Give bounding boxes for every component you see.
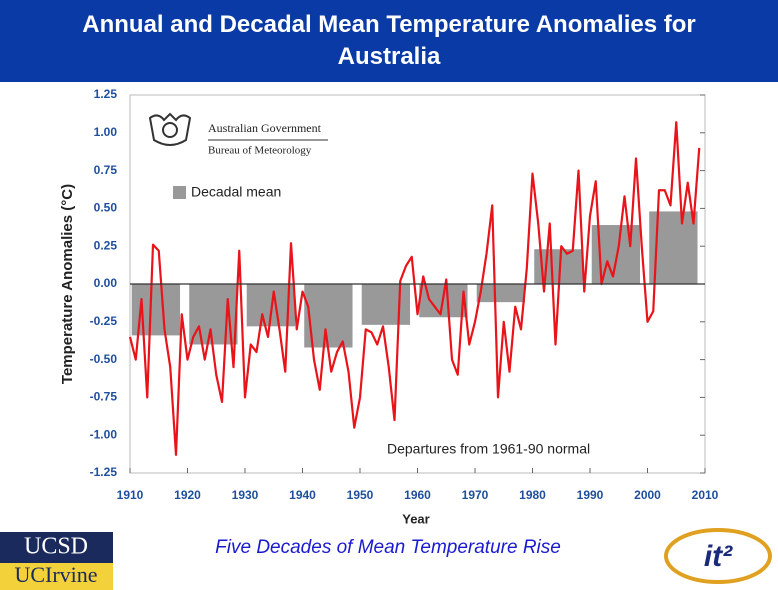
- x-tick-label: 2010: [692, 488, 719, 502]
- logo-text: it²: [704, 540, 733, 573]
- annotation: Departures from 1961-90 normal: [387, 441, 590, 457]
- x-tick-label: 1970: [462, 488, 489, 502]
- logo-text: Australian Government: [208, 121, 322, 135]
- y-tick-label: 0.25: [94, 238, 118, 252]
- header: Annual and Decadal Mean Temperature Anom…: [0, 0, 778, 82]
- y-tick-label: 0.50: [94, 201, 118, 215]
- logo-text: UCSD: [24, 534, 88, 560]
- x-tick-label: 2000: [634, 488, 661, 502]
- y-tick-label: 0.00: [94, 276, 118, 290]
- y-axis-label: Temperature Anomalies (°C): [59, 184, 76, 384]
- annual-line: [128, 121, 701, 456]
- y-tick-label: -0.25: [90, 314, 118, 328]
- x-tick-label: 1950: [347, 488, 374, 502]
- x-tick-label: 1940: [289, 488, 316, 502]
- y-tick-label: -0.50: [90, 352, 118, 366]
- logo-text: UCIrvine: [14, 562, 97, 587]
- decadal-bar: [476, 284, 526, 303]
- slide-title: Annual and Decadal Mean Temperature Anom…: [82, 11, 696, 70]
- uci-logo: [0, 563, 113, 590]
- y-tick-label: -1.00: [90, 427, 118, 441]
- legend-swatch: [173, 186, 186, 199]
- it2-logo: [664, 528, 772, 584]
- crest-logo: [148, 112, 328, 146]
- decadal-bar: [361, 284, 411, 325]
- y-tick-label: -0.75: [90, 390, 118, 404]
- y-tick-label: -1.25: [90, 465, 118, 479]
- logo-text: Bureau of Meteorology: [208, 145, 312, 157]
- y-tick-label: 1.25: [94, 87, 118, 101]
- x-tick-label: 1930: [232, 488, 259, 502]
- y-tick-label: 1.00: [94, 125, 118, 139]
- x-tick-label: 1960: [404, 488, 431, 502]
- x-axis-label: Year: [402, 511, 429, 526]
- y-tick-label: 0.75: [94, 163, 118, 177]
- legend-label: Decadal mean: [191, 184, 281, 200]
- ucsd-logo: [0, 532, 113, 563]
- x-tick-label: 1910: [117, 488, 144, 502]
- caption: Five Decades of Mean Temperature Rise: [215, 537, 561, 558]
- x-tick-label: 1920: [174, 488, 201, 502]
- x-tick-label: 1980: [519, 488, 546, 502]
- x-tick-label: 1990: [577, 488, 604, 502]
